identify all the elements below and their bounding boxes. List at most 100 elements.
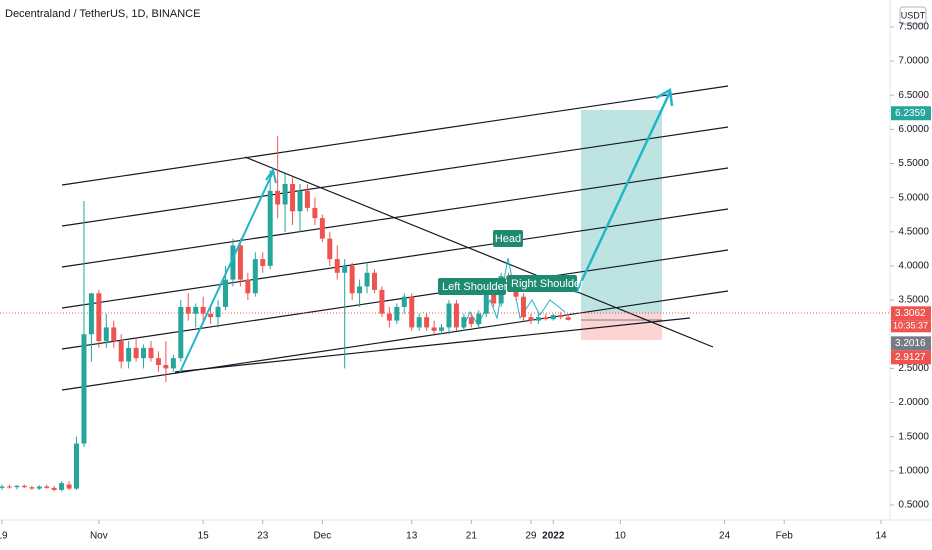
trend-line: [244, 156, 714, 348]
x-tick-label: Feb: [776, 531, 794, 542]
candle-body: [96, 293, 102, 342]
candle-body: [185, 306, 191, 314]
candle-body: [319, 218, 325, 239]
candle-body: [364, 272, 370, 287]
currency-box: [899, 6, 927, 25]
y-tick-label: 7.5000: [898, 22, 929, 33]
label-box: [493, 230, 523, 247]
candle-body: [81, 334, 87, 444]
y-tick-label: 6.0000: [898, 124, 929, 135]
candle-body: [327, 238, 333, 260]
candle-body: [245, 279, 251, 294]
candle-body: [304, 190, 310, 208]
y-tick-label: 3.5000: [898, 295, 929, 306]
candle-body: [535, 317, 541, 321]
x-tick-label: 2022: [542, 531, 565, 542]
candle-body: [88, 293, 94, 335]
candle-body: [126, 347, 132, 362]
candle-body: [543, 317, 549, 320]
loss-zone: [581, 313, 662, 340]
candle-body: [252, 259, 258, 294]
annotation: Head: [495, 233, 521, 245]
candle-body: [155, 358, 161, 365]
candle-body: [208, 313, 214, 318]
candle-body: [141, 347, 147, 359]
candle-body: [14, 485, 20, 488]
candle-body: [401, 296, 407, 307]
arrow-head: [655, 87, 674, 107]
annotation: Right Shoulder: [511, 278, 584, 290]
candle-body: [178, 306, 184, 359]
price-label: 2.9127: [895, 352, 926, 363]
support-line: [174, 317, 691, 373]
y-tick-label: 7.0000: [898, 56, 929, 67]
arrow: [179, 171, 274, 373]
price-label-box: [891, 106, 931, 121]
y-tick-label: 4.5000: [898, 226, 929, 237]
candle-body: [394, 306, 400, 321]
channel-line: [61, 208, 729, 309]
candle-body: [0, 486, 5, 488]
arrow: [574, 91, 672, 294]
x-tick-label: 21: [466, 531, 478, 542]
y-tick-label: 1.0000: [898, 465, 929, 476]
profit-zone: [581, 110, 662, 313]
channel-line: [61, 249, 729, 350]
candle-body: [59, 483, 65, 490]
candle-body: [558, 315, 564, 318]
candle-body: [416, 317, 422, 328]
candle-body: [44, 486, 50, 488]
candle-body: [148, 347, 154, 359]
countdown: 10:35:37: [893, 321, 928, 331]
candle-body: [483, 286, 489, 314]
candle-body: [111, 327, 117, 342]
channel: [61, 85, 729, 391]
y-tick-label: 0.5000: [898, 500, 929, 511]
y-tick-label: 6.5000: [898, 90, 929, 101]
channel-line: [61, 126, 729, 227]
candle-body: [371, 272, 377, 290]
candle-body: [431, 327, 437, 331]
candle-body: [193, 306, 199, 314]
candle-body: [565, 317, 571, 320]
candle-body: [222, 279, 228, 307]
x-tick-label: 19: [0, 531, 8, 542]
candle-body: [357, 286, 363, 294]
candle-body: [103, 327, 109, 342]
y-tick-label: 5.5000: [898, 158, 929, 169]
candle-body: [163, 364, 169, 369]
x-tick-label: 13: [406, 531, 418, 542]
x-tick-label: 10: [615, 531, 627, 542]
candle-body: [461, 317, 467, 328]
x-tick-label: 29: [525, 531, 537, 542]
price-label-box: [891, 306, 931, 321]
candle-body: [74, 443, 80, 489]
price-label-box: [891, 350, 931, 365]
candle-body: [349, 265, 355, 294]
arrow-head: [265, 167, 277, 184]
candle-body: [312, 207, 318, 219]
y-tick-label: 5.0000: [898, 192, 929, 203]
candle-body: [237, 245, 243, 280]
x-tick-label: Nov: [90, 531, 108, 542]
candle-body: [51, 487, 57, 490]
candle-body: [453, 303, 459, 328]
candle-body: [66, 484, 72, 489]
annotations: Head Left Shoulder Right Shoulder: [438, 230, 584, 295]
candle-body: [275, 190, 281, 205]
candle-body: [29, 487, 35, 489]
candle-body: [528, 317, 534, 321]
candle-body: [439, 327, 445, 331]
candle-body: [133, 347, 139, 359]
currency: USDT: [901, 10, 926, 20]
candles: [0, 136, 571, 492]
candle-body: [446, 303, 452, 328]
candle-body: [230, 245, 236, 280]
candle-body: [297, 190, 303, 212]
candle-body: [290, 183, 296, 212]
candle-body: [379, 289, 385, 314]
x-tick-label: 14: [875, 531, 887, 542]
label-box: [507, 275, 577, 292]
x-tick-label: Dec: [313, 531, 331, 542]
